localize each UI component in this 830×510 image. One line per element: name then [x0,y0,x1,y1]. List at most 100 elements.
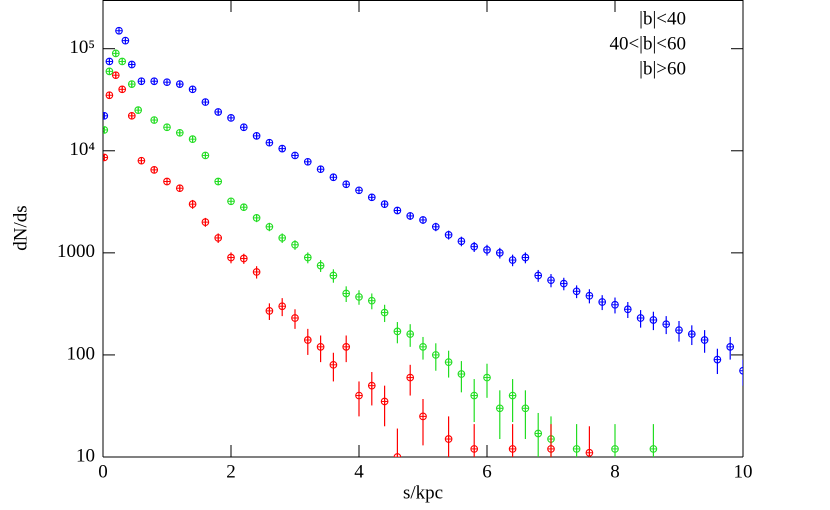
data-point [636,314,645,322]
data-point [380,308,389,317]
data-point [572,287,581,296]
data-point [127,111,136,120]
data-point [623,305,632,314]
data-point [598,298,607,306]
data-point [214,177,223,186]
y-tick-label: 10⁵ [69,37,95,58]
data-point [239,254,248,263]
data-point [585,291,594,300]
x-tick-label: 6 [482,461,492,482]
data-point [278,234,287,242]
data-point [393,453,402,457]
legend-entry: |b|<40 [639,8,686,29]
data-point [611,300,619,309]
data-point [675,326,683,334]
data-point [547,445,555,453]
data-point [127,60,136,69]
data-point [444,435,453,443]
data-point [457,370,466,378]
data-point [470,391,479,400]
data-point [380,397,389,406]
data-point [111,49,120,58]
data-point [662,320,671,329]
x-axis-label: s/kpc [403,482,443,503]
data-point [649,316,658,324]
data-point [342,289,351,298]
data-point [163,78,171,87]
data-point [103,153,109,162]
data-point [406,212,415,220]
data-point [559,279,568,288]
data-point [303,157,312,166]
y-tick-label: 100 [67,343,96,364]
data-point [470,242,479,251]
data-point [201,218,210,226]
data-point [137,156,146,165]
data-point [521,404,530,413]
data-point [508,256,517,264]
x-tick-label: 8 [610,461,620,482]
data-point [265,138,274,147]
data-point [419,342,427,351]
data-point [291,314,299,322]
data-point [188,85,197,94]
data-point [367,296,376,305]
data-point [134,106,143,115]
data-point [495,404,504,413]
x-tick-label: 4 [354,461,364,482]
data-point [572,445,581,453]
data-point [316,165,325,174]
data-point [103,111,109,120]
data-point [726,342,735,351]
data-point [150,116,159,124]
data-point [419,216,427,224]
data-point [431,222,440,231]
data-point [188,200,197,208]
data-point [342,342,351,351]
data-point [534,271,543,280]
data-point [105,67,114,76]
data-point [329,173,338,182]
plot-area [103,26,743,457]
data-point [367,193,376,202]
data-point [150,166,159,174]
data-point [329,271,338,280]
data-point [483,246,491,254]
data-point [611,445,619,453]
data-point [121,36,130,45]
data-point [355,293,363,301]
data-point [252,214,261,222]
data-point [534,429,543,438]
data-point [457,237,466,246]
data-point [406,373,415,382]
data-point [508,391,517,400]
data-point [649,445,658,453]
data-point [227,197,235,206]
data-point [118,57,127,66]
data-point [585,448,594,457]
x-tick-label: 2 [226,461,236,482]
y-tick-label: 10⁴ [69,139,95,160]
data-point [278,144,287,153]
data-point [470,445,479,453]
data-point [406,330,415,338]
data-point [150,77,159,86]
x-tick-label: 0 [98,461,108,482]
data-point [239,203,248,212]
data-point [329,360,338,369]
data-point [105,57,114,66]
data-point [163,123,171,132]
data-point [188,135,197,143]
data-point [367,381,376,390]
data-point [687,330,696,338]
data-point [393,327,402,336]
data-point [393,206,402,215]
legend-entry: 40<|b|<60 [609,33,686,54]
data-point [431,351,440,359]
data-point [380,200,389,208]
data-point [444,358,453,366]
data-point [115,26,123,35]
data-point [214,108,223,116]
data-point [227,114,235,122]
data-point [163,177,171,186]
